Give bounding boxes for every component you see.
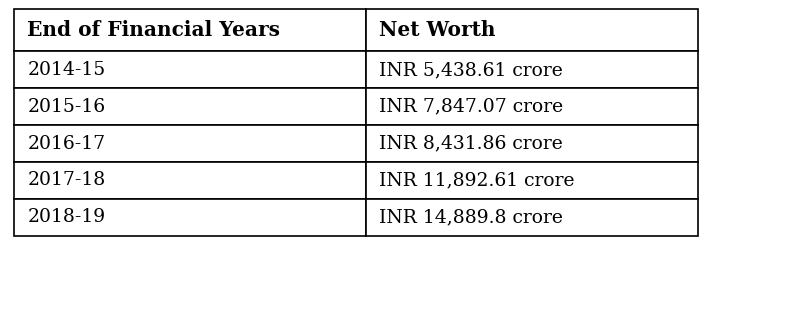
Bar [14, 51, 366, 88]
Text: 2014-15: 2014-15 [27, 61, 106, 79]
Text: Net Worth: Net Worth [379, 20, 496, 41]
Text: 2018-19: 2018-19 [27, 208, 106, 226]
Bar [366, 9, 698, 51]
Bar [14, 88, 366, 125]
Bar [14, 125, 366, 162]
Bar [366, 199, 698, 236]
Text: 2015-16: 2015-16 [27, 98, 106, 116]
Text: End of Financial Years: End of Financial Years [27, 20, 280, 41]
Text: INR 14,889.8 crore: INR 14,889.8 crore [379, 208, 563, 226]
Text: 2017-18: 2017-18 [27, 171, 106, 189]
Text: 2016-17: 2016-17 [27, 134, 106, 153]
Bar [14, 199, 366, 236]
Bar [366, 51, 698, 88]
Bar [366, 162, 698, 199]
Text: INR 5,438.61 crore: INR 5,438.61 crore [379, 61, 563, 79]
Text: INR 7,847.07 crore: INR 7,847.07 crore [379, 98, 563, 116]
Text: INR 8,431.86 crore: INR 8,431.86 crore [379, 134, 563, 153]
Bar [366, 125, 698, 162]
Text: INR 11,892.61 crore: INR 11,892.61 crore [379, 171, 574, 189]
Bar [366, 88, 698, 125]
Bar [14, 162, 366, 199]
Bar [14, 9, 366, 51]
